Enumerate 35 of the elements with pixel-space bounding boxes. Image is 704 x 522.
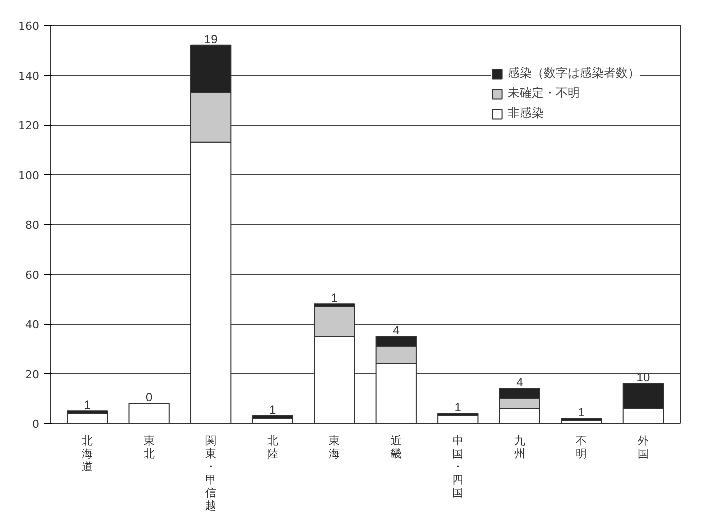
y-tick-label: 100: [18, 169, 40, 182]
data-label: 1: [270, 403, 277, 418]
legend-label: 非感染: [508, 105, 544, 122]
data-label: 4: [393, 323, 400, 338]
x-tick-label: 不明: [576, 434, 588, 460]
y-tick-label: 0: [32, 418, 40, 431]
data-label: 1: [578, 406, 586, 420]
x-tick-label: 外国: [638, 434, 649, 460]
x-tick-label: 東海: [329, 434, 340, 460]
x-tick-label: 北海道: [82, 434, 94, 474]
y-tick-label: 140: [18, 70, 40, 83]
x-tick-label: 中国・四国: [452, 434, 464, 500]
bar: [128, 403, 170, 424]
data-label: 1: [84, 398, 92, 412]
data-label: 19: [204, 32, 218, 46]
x-tick-label: 関東・甲信越: [206, 434, 217, 512]
y-tick-label: 120: [18, 120, 40, 132]
x-tick-label: 東北: [144, 434, 155, 460]
x-tick-label: 北陸: [267, 434, 278, 460]
bar: [252, 416, 294, 420]
legend-label: 感染（数字は感染者数）: [508, 65, 640, 82]
data-label: 0: [146, 390, 153, 405]
y-tick-label: 80: [26, 219, 40, 232]
legend-label: 未確定・不明: [508, 85, 580, 102]
x-tick-label: 近畿: [390, 434, 402, 460]
y-tick-label: 60: [26, 268, 40, 282]
y-tick-label: 160: [18, 20, 40, 33]
y-tick-label: 40: [26, 318, 40, 332]
x-tick-label: 九州: [514, 434, 526, 460]
y-tick-label: 20: [26, 368, 40, 382]
data-label: 4: [516, 376, 524, 390]
data-label: 1: [454, 400, 462, 415]
bar: [561, 418, 602, 422]
data-label: 10: [636, 370, 650, 385]
data-label: 1: [331, 291, 338, 306]
